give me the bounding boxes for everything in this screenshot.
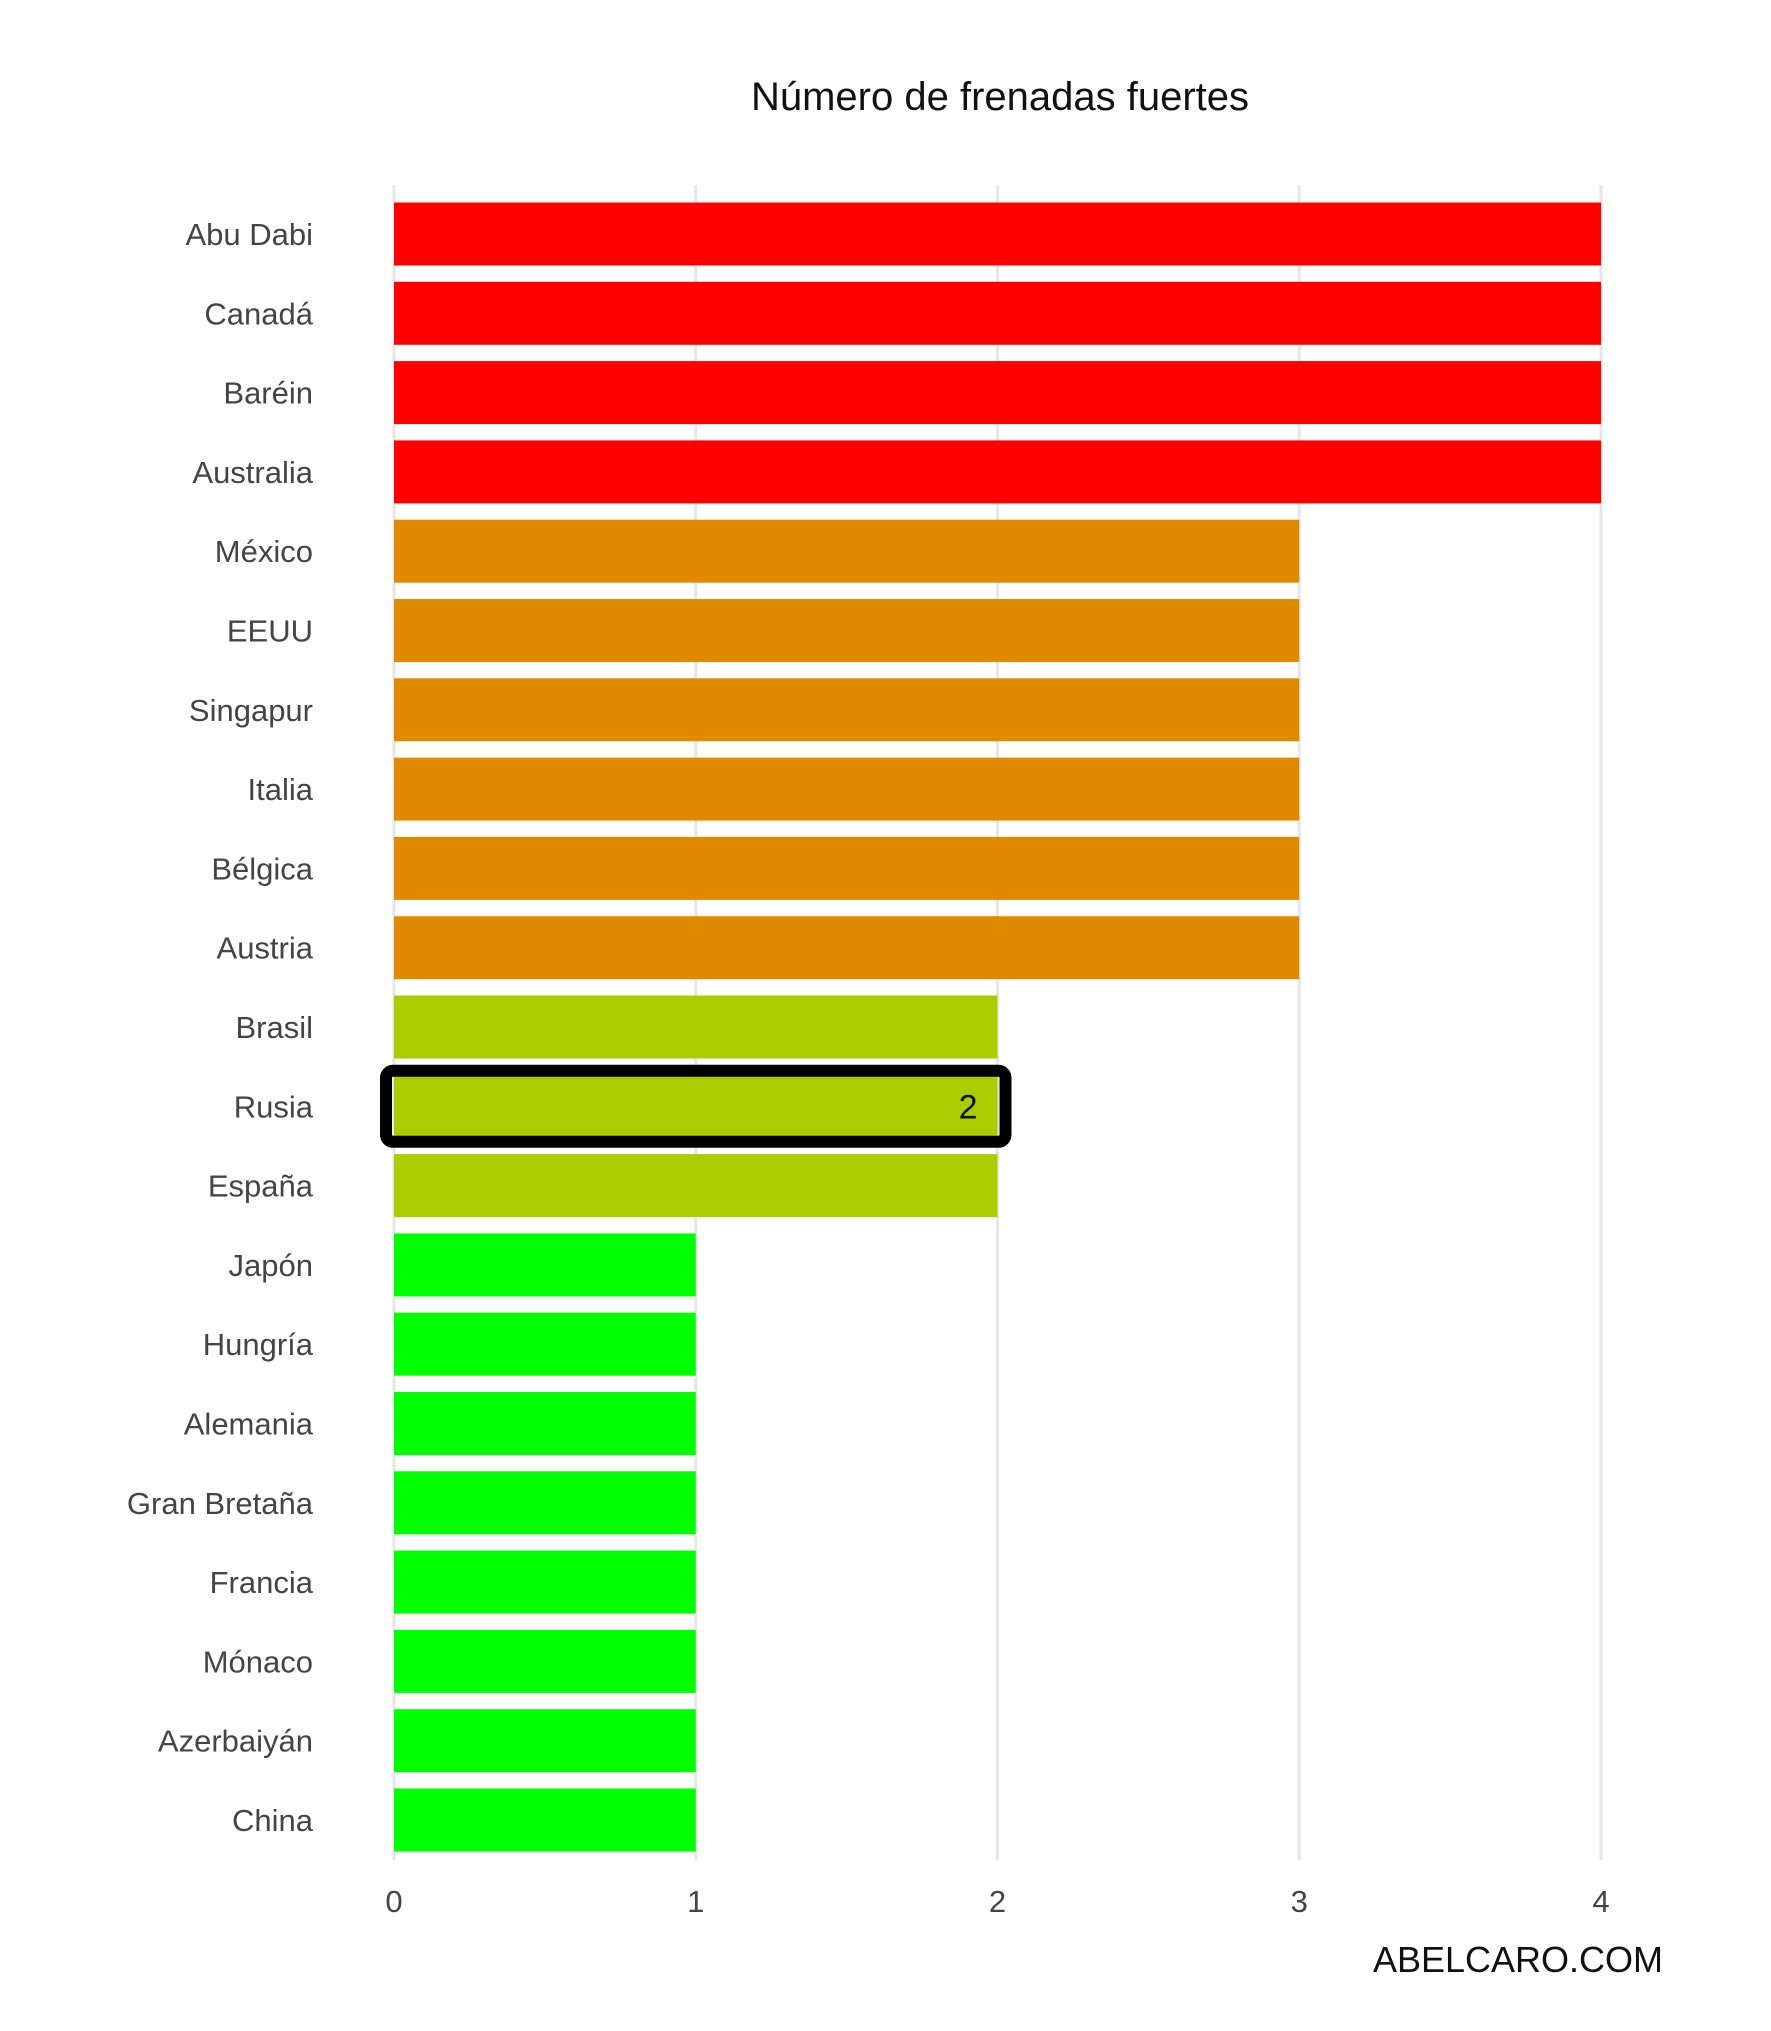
data-label: 2 bbox=[959, 1088, 978, 1126]
x-tick-label: 4 bbox=[1592, 1884, 1609, 1919]
x-tick-label: 0 bbox=[385, 1884, 402, 1919]
x-tick-label: 3 bbox=[1291, 1884, 1308, 1919]
category-label: Francia bbox=[210, 1565, 314, 1600]
bar bbox=[394, 1074, 998, 1138]
x-tick-label: 1 bbox=[687, 1884, 704, 1919]
category-label: Australia bbox=[192, 455, 313, 490]
bar bbox=[394, 1392, 696, 1455]
category-label: Hungría bbox=[203, 1327, 314, 1362]
bar bbox=[394, 1471, 696, 1535]
chart-title: Número de frenadas fuertes bbox=[751, 75, 1249, 119]
bar bbox=[394, 678, 1300, 742]
category-label: Austria bbox=[217, 931, 314, 966]
category-label: Abu Dabi bbox=[185, 217, 313, 252]
category-label: Baréin bbox=[223, 376, 313, 411]
category-label: Mónaco bbox=[203, 1644, 313, 1679]
bar bbox=[394, 599, 1300, 662]
bar bbox=[394, 202, 1601, 266]
category-label: Canadá bbox=[204, 296, 313, 331]
category-label: EEUU bbox=[227, 614, 313, 649]
category-label: Japón bbox=[229, 1248, 313, 1283]
category-label: Azerbaiyán bbox=[158, 1724, 313, 1759]
category-label: Gran Bretaña bbox=[127, 1486, 314, 1521]
bars bbox=[394, 202, 1601, 1852]
bar bbox=[394, 281, 1601, 345]
bar bbox=[394, 1788, 696, 1852]
bar bbox=[394, 757, 1300, 821]
highlight: 2 bbox=[380, 1064, 1012, 1148]
category-label: Italia bbox=[248, 772, 314, 807]
category-label: España bbox=[208, 1169, 314, 1204]
category-label: México bbox=[215, 534, 313, 569]
category-label: Singapur bbox=[189, 693, 313, 728]
bar bbox=[394, 836, 1300, 900]
category-labels: Abu Dabi Canadá Baréin Australia México EEUU S… bbox=[127, 217, 314, 1838]
x-tick-label: 2 bbox=[989, 1884, 1006, 1919]
category-label: China bbox=[232, 1803, 314, 1838]
bar bbox=[394, 995, 998, 1059]
category-label: Brasil bbox=[235, 1010, 313, 1045]
bar bbox=[394, 1233, 696, 1297]
bar bbox=[394, 1709, 696, 1773]
bar bbox=[394, 1629, 696, 1693]
category-label: Rusia bbox=[234, 1089, 314, 1124]
bar bbox=[394, 916, 1300, 980]
bar bbox=[394, 361, 1601, 425]
bar bbox=[394, 519, 1300, 583]
category-label: Bélgica bbox=[211, 851, 313, 886]
bar bbox=[394, 440, 1601, 504]
x-axis-tick-labels: 0 1 2 3 4 bbox=[385, 1884, 1609, 1919]
bar bbox=[394, 1550, 696, 1614]
caption-watermark: ABELCARO.COM bbox=[1373, 1939, 1663, 1980]
bar bbox=[394, 1154, 998, 1218]
bar bbox=[394, 1312, 696, 1376]
highlight-outline bbox=[380, 1064, 1012, 1148]
category-label: Alemania bbox=[184, 1407, 314, 1442]
